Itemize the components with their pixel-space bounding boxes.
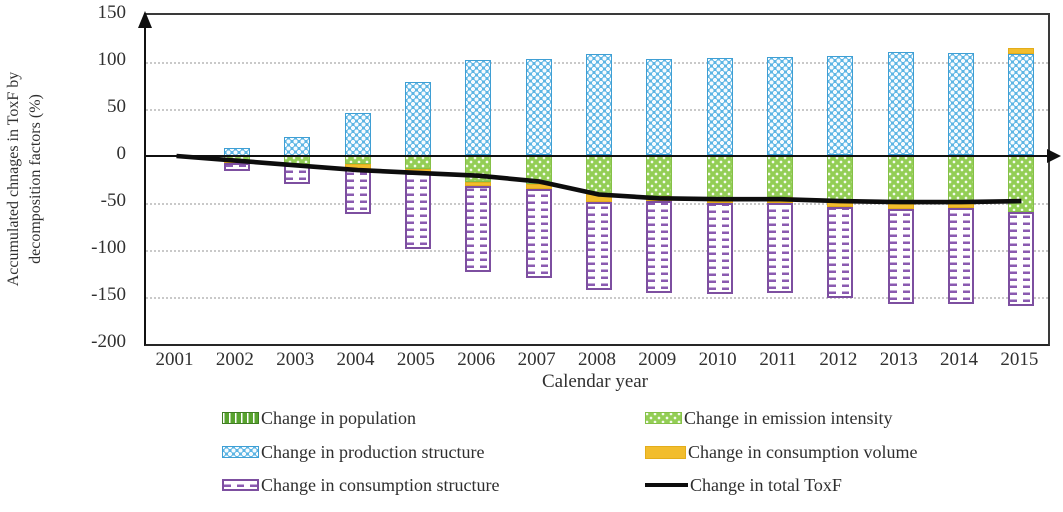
bar-segment-production-structure bbox=[706, 58, 733, 156]
x-tick-label: 2003 bbox=[276, 349, 315, 370]
legend-item-consumption-volume: Change in consumption volume bbox=[645, 442, 918, 462]
emission-intensity-swatch-icon bbox=[645, 412, 682, 424]
y-tick-label: -200 bbox=[91, 331, 126, 352]
bar-segment-emission-intensity bbox=[585, 156, 612, 194]
bar-segment-emission-intensity bbox=[887, 156, 914, 203]
bar-segment-emission-intensity bbox=[767, 156, 793, 198]
legend-label: Change in consumption structure bbox=[261, 475, 500, 495]
consumption-structure-swatch-icon bbox=[222, 479, 259, 491]
plot-canvas bbox=[146, 15, 1061, 344]
x-tick-label: 2006 bbox=[457, 349, 496, 370]
legend-label: Change in population bbox=[261, 408, 416, 428]
x-axis-zero-line bbox=[146, 154, 1048, 158]
bar-segment-consumption-structure bbox=[827, 206, 854, 298]
bar-segment-production-structure bbox=[646, 59, 673, 156]
legend-label: Change in emission intensity bbox=[684, 408, 893, 428]
x-tick-label: 2004 bbox=[336, 349, 375, 370]
bar-segment-consumption-volume bbox=[525, 184, 552, 189]
x-tick-label: 2001 bbox=[155, 349, 194, 370]
legend-item-consumption-structure: Change in consumption structure bbox=[222, 475, 500, 495]
legend-label: Change in total ToxF bbox=[690, 475, 842, 495]
bar-segment-consumption-structure bbox=[767, 203, 793, 294]
bar-segment-production-structure bbox=[585, 53, 612, 156]
bar-segment-consumption-structure bbox=[404, 172, 431, 250]
bar-segment-consumption-structure bbox=[948, 207, 975, 304]
legend-item-production-structure: Change in production structure bbox=[222, 442, 485, 462]
y-tick-label: 150 bbox=[97, 2, 127, 23]
bar-segment-production-structure bbox=[404, 81, 431, 156]
x-tick-label: 2013 bbox=[879, 349, 918, 370]
y-axis-title: Accumulated chnages in ToxF by decomposi… bbox=[3, 14, 49, 344]
bar-segment-consumption-volume bbox=[465, 182, 492, 187]
bar-segment-production-structure bbox=[827, 56, 854, 156]
bar-segment-consumption-structure bbox=[1008, 212, 1035, 307]
legend-item-total-toxf: Change in total ToxF bbox=[645, 475, 842, 495]
y-tick-label: -50 bbox=[100, 190, 126, 211]
x-axis-arrow-icon bbox=[1047, 149, 1061, 163]
y-tick-label: 100 bbox=[97, 49, 127, 70]
x-axis-title: Calendar year bbox=[541, 371, 649, 392]
consumption-volume-swatch-icon bbox=[645, 445, 686, 459]
bar-segment-production-structure bbox=[767, 57, 793, 156]
legend-label: Change in production structure bbox=[261, 442, 485, 462]
x-tick-label: 2012 bbox=[819, 349, 858, 370]
bar-segment-consumption-structure bbox=[585, 202, 612, 291]
bar-segment-consumption-structure bbox=[344, 169, 371, 215]
x-tick-label: 2010 bbox=[698, 349, 737, 370]
plot-area bbox=[137, 11, 1061, 346]
y-axis-title-line2: decomposition factors (%) bbox=[27, 94, 44, 264]
x-tick-label: 2007 bbox=[517, 349, 556, 370]
y-tick-label: 0 bbox=[116, 143, 127, 164]
population-swatch-icon bbox=[222, 412, 259, 424]
x-tick-label: 2015 bbox=[1000, 349, 1039, 370]
legend-item-emission-intensity: Change in emission intensity bbox=[645, 408, 893, 428]
x-tick-label: 2002 bbox=[215, 349, 254, 370]
total-toxf-line bbox=[176, 153, 1022, 205]
y-axis-title-line1: Accumulated chnages in ToxF by bbox=[5, 71, 22, 287]
bar-segment-production-structure bbox=[887, 51, 914, 156]
x-tick-label: 2014 bbox=[940, 349, 979, 370]
y-tick-label: 50 bbox=[107, 96, 126, 117]
bar-segment-consumption-structure bbox=[525, 188, 552, 279]
bar-segment-emission-intensity bbox=[646, 156, 673, 197]
y-axis-arrow-icon bbox=[137, 11, 152, 28]
bar-segment-consumption-volume bbox=[1008, 47, 1035, 54]
bar-segment-production-structure bbox=[465, 60, 492, 156]
bar-segment-production-structure bbox=[344, 112, 371, 156]
y-tick-label: -100 bbox=[91, 237, 126, 258]
x-tick-label: 2005 bbox=[396, 349, 435, 370]
legend-item-population: Change in population bbox=[222, 408, 416, 428]
bar-segment-consumption-structure bbox=[465, 186, 492, 272]
bar-segment-consumption-structure bbox=[887, 208, 914, 304]
bar-segment-emission-intensity bbox=[706, 156, 733, 199]
bar-segment-production-structure bbox=[525, 59, 552, 156]
bar-segment-consumption-structure bbox=[646, 201, 673, 294]
bar-segment-production-structure bbox=[1008, 53, 1035, 156]
legend-label: Change in consumption volume bbox=[688, 442, 918, 462]
bar-segment-consumption-structure bbox=[223, 162, 250, 172]
y-tick-label: -150 bbox=[91, 284, 126, 305]
gridline bbox=[146, 297, 1048, 299]
x-tick-label: 2008 bbox=[577, 349, 616, 370]
bar-segment-consumption-structure bbox=[706, 203, 733, 295]
x-tick-label: 2011 bbox=[759, 349, 797, 370]
x-tick-label: 2009 bbox=[638, 349, 677, 370]
bar-segment-production-structure bbox=[948, 52, 975, 156]
production-structure-swatch-icon bbox=[222, 446, 259, 458]
total-toxf-line-swatch-icon bbox=[645, 483, 688, 487]
